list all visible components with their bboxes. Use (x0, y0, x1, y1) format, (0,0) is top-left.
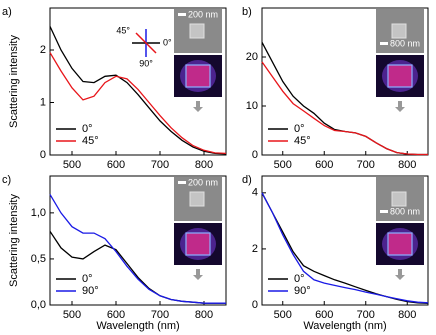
y-tick-label: 10 (246, 100, 258, 112)
x-tick-label: 700 (151, 159, 169, 171)
legend-label: 90° (82, 285, 99, 297)
plot-frame (49, 175, 227, 306)
y-tick-label: 0 (252, 299, 258, 311)
panel-label: a) (2, 6, 12, 18)
scale-bar (178, 13, 186, 16)
x-tick-label: 800 (398, 159, 416, 171)
y-tick-label: 0,0 (31, 299, 46, 311)
legend-label: 0° (294, 123, 305, 135)
legend-label: 0° (82, 273, 93, 285)
x-tick-label: 800 (398, 309, 416, 321)
series-line (49, 52, 227, 155)
pol-label: 45° (116, 25, 130, 35)
y-tick-label: 4 (252, 187, 258, 199)
scale-label: 800 nm (390, 206, 420, 216)
sem-particle (391, 23, 407, 39)
scale-label: 200 nm (188, 9, 218, 19)
pol-arrow (135, 32, 157, 54)
legend-label: 45° (82, 135, 99, 147)
y-tick-label: 0 (252, 149, 258, 161)
scale-bar (178, 181, 186, 184)
y-tick-label: 0,5 (31, 253, 46, 265)
legend-label: 90° (294, 285, 311, 297)
x-tick-label: 500 (274, 159, 292, 171)
x-tick-label: 700 (151, 309, 169, 321)
scatter-outline (387, 64, 413, 88)
sem-particle (391, 191, 407, 207)
scatter-outline (185, 64, 211, 88)
series-line (261, 192, 429, 304)
legend-label: 0° (82, 123, 93, 135)
scale-bar (380, 210, 388, 213)
legend-label: 45° (294, 135, 311, 147)
x-tick-label: 600 (107, 159, 125, 171)
x-tick-label: 600 (315, 159, 333, 171)
x-tick-label: 800 (195, 159, 213, 171)
series-line (49, 26, 227, 155)
arrow (395, 101, 405, 112)
arrow (193, 101, 203, 112)
y-tick-label: 2 (40, 44, 46, 56)
y-tick-label: 2 (252, 243, 258, 255)
x-tick-label: 600 (107, 309, 125, 321)
plot-frame (261, 7, 429, 156)
sem-particle (189, 191, 205, 207)
scale-label: 800 nm (390, 38, 420, 48)
pol-label: 90° (139, 58, 153, 68)
x-tick-label: 500 (63, 309, 81, 321)
x-tick-label: 600 (315, 309, 333, 321)
panel-label: b) (242, 6, 252, 18)
x-tick-label: 500 (274, 309, 292, 321)
legend-label: 0° (294, 273, 305, 285)
x-tick-label: 700 (357, 309, 375, 321)
sem-particle (189, 23, 205, 39)
scatter-outline (387, 232, 413, 256)
arrow (193, 269, 203, 280)
x-axis-label: Wavelength (nm) (303, 320, 386, 332)
y-tick-label: 1,0 (31, 207, 46, 219)
pol-label: 0° (163, 37, 172, 47)
panel-label: d) (242, 174, 252, 186)
x-tick-label: 800 (195, 309, 213, 321)
x-axis-label: Wavelength (nm) (96, 320, 179, 332)
y-tick-label: 20 (246, 51, 258, 63)
scale-bar (380, 42, 388, 45)
series-line (261, 192, 429, 304)
series-line (261, 61, 428, 156)
plot-frame (261, 175, 429, 306)
series-line (49, 194, 226, 304)
arrow (395, 269, 405, 280)
y-tick-label: 1 (40, 96, 46, 108)
scale-label: 200 nm (188, 177, 218, 187)
plot-frame (49, 7, 227, 156)
y-tick-label: 0 (40, 149, 46, 161)
panel-label: c) (2, 174, 11, 186)
scatter-outline (185, 232, 211, 256)
y-axis-label: Scattering intensity (8, 35, 20, 128)
x-tick-label: 500 (63, 159, 81, 171)
y-axis-label: Scattering intensity (8, 194, 20, 287)
x-tick-label: 700 (357, 159, 375, 171)
